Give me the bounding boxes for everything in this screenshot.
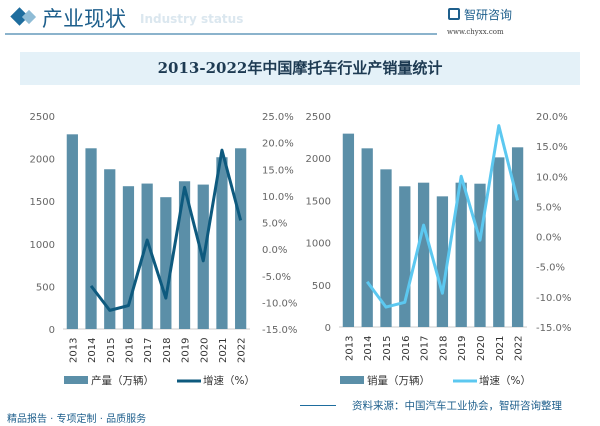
- bar: [66, 134, 78, 329]
- bar: [399, 186, 411, 327]
- chart-title: 2013-2022年中国摩托车行业产销量统计: [20, 52, 580, 85]
- y2-tick-label: 5.0%: [536, 202, 561, 213]
- y-tick-label: 2000: [306, 154, 331, 165]
- bar: [417, 182, 430, 327]
- y-tick-label: 500: [36, 282, 55, 293]
- x-tick-label: 2016: [401, 336, 412, 361]
- growth-line: [89, 148, 243, 312]
- legend-line-label: 增速（%）: [479, 374, 531, 387]
- x-tick-label: 2017: [143, 338, 154, 363]
- bar: [380, 169, 392, 327]
- bar: [141, 183, 153, 329]
- x-tick-label: 2022: [514, 336, 525, 361]
- bar: [85, 148, 97, 329]
- brand-icon: [448, 8, 460, 20]
- bar: [511, 147, 524, 327]
- x-tick-label: 2021: [218, 338, 229, 363]
- bar: [455, 182, 467, 327]
- x-tick-label: 2018: [438, 336, 449, 361]
- y-tick-label: 1500: [30, 197, 55, 208]
- x-tick-label: 2017: [420, 336, 431, 361]
- x-tick-label: 2013: [68, 338, 79, 363]
- y-tick-label: 2500: [306, 112, 331, 123]
- legend-bar-label: 销量（万辆）: [367, 374, 430, 387]
- legend-bar-swatch: [340, 376, 364, 384]
- y2-tick-label: 10.0%: [262, 192, 294, 203]
- y2-tick-label: 25.0%: [262, 112, 294, 123]
- brand-url: www.chyxx.com: [447, 28, 504, 36]
- y2-tick-label: 10.0%: [536, 172, 568, 183]
- y-tick-label: 2000: [30, 155, 55, 166]
- bar: [122, 186, 135, 329]
- y2-tick-label: -10.0%: [262, 298, 297, 309]
- x-tick-label: 2019: [181, 338, 192, 363]
- section-title: 产业现状: [42, 7, 126, 31]
- brand-name: 智研咨询: [464, 8, 513, 22]
- legend-line-label: 增速（%）: [203, 374, 255, 387]
- y-tick-label: 0: [49, 325, 55, 336]
- y2-tick-label: 20.0%: [262, 139, 294, 150]
- bar: [104, 169, 116, 329]
- x-tick-label: 2015: [382, 336, 393, 361]
- x-tick-label: 2020: [199, 338, 210, 363]
- y2-tick-label: 15.0%: [262, 165, 294, 176]
- footer-slogan: 精品报告 · 专项定制 · 品质服务: [7, 414, 147, 425]
- bar: [474, 183, 486, 327]
- x-tick-label: 2013: [344, 336, 355, 361]
- footer-source: 资料来源：中国汽车工业协会，智研咨询整理: [352, 400, 562, 412]
- header-ghost-text: Industry status: [140, 12, 244, 26]
- bar: [436, 196, 449, 327]
- y-tick-label: 2500: [30, 112, 55, 123]
- bar: [160, 197, 172, 329]
- growth-line: [365, 124, 520, 309]
- x-tick-label: 2022: [237, 338, 248, 363]
- legend-bar-label: 产量（万辆）: [91, 374, 154, 387]
- x-tick-label: 2014: [87, 338, 98, 363]
- bar: [342, 133, 355, 327]
- y2-tick-label: 0.0%: [262, 245, 287, 256]
- x-tick-label: 2020: [476, 336, 487, 361]
- x-tick-label: 2016: [124, 338, 135, 363]
- bar: [178, 181, 191, 329]
- y-tick-label: 1000: [30, 240, 55, 251]
- y2-tick-label: -5.0%: [262, 272, 291, 283]
- header-divider: [5, 33, 437, 35]
- brand-logo: 智研咨询: [448, 6, 512, 23]
- bar: [361, 148, 373, 327]
- y-tick-label: 1500: [306, 196, 331, 207]
- y-tick-label: 0: [325, 323, 331, 334]
- y2-tick-label: 0.0%: [536, 233, 561, 244]
- x-tick-label: 2014: [363, 336, 374, 361]
- y2-tick-label: 20.0%: [536, 112, 568, 123]
- footer-divider: [300, 405, 336, 406]
- x-tick-label: 2019: [457, 336, 468, 361]
- y-tick-label: 500: [312, 281, 331, 292]
- x-tick-label: 2018: [162, 338, 173, 363]
- y2-tick-label: 5.0%: [262, 219, 287, 230]
- y2-tick-label: 15.0%: [536, 142, 568, 153]
- y2-tick-label: -15.0%: [536, 323, 571, 334]
- x-tick-label: 2015: [106, 338, 117, 363]
- y-tick-label: 1000: [306, 239, 331, 250]
- legend-bar-swatch: [64, 376, 88, 384]
- bar: [235, 148, 247, 329]
- y2-tick-label: -5.0%: [536, 263, 565, 274]
- x-tick-label: 2021: [495, 336, 506, 361]
- y2-tick-label: -10.0%: [536, 293, 571, 304]
- y2-tick-label: -15.0%: [262, 325, 297, 336]
- bar: [493, 157, 505, 327]
- bar: [216, 157, 228, 329]
